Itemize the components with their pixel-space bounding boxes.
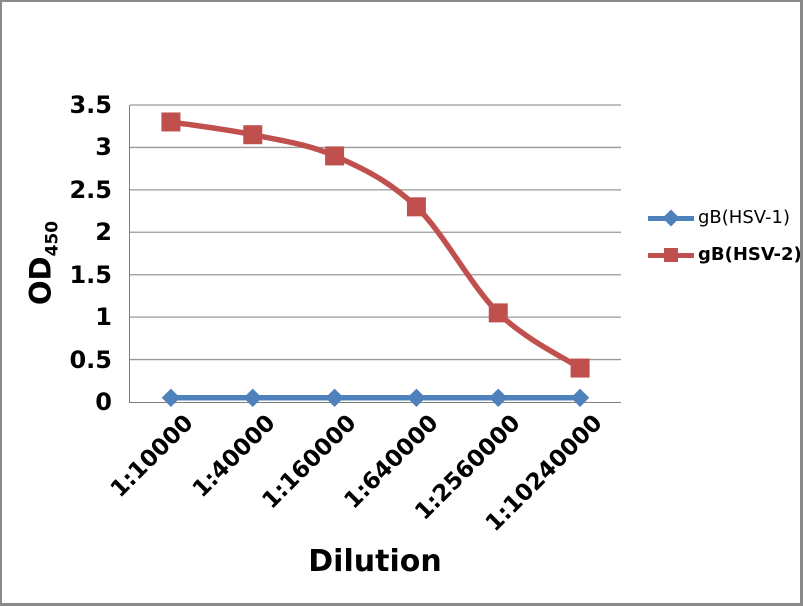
y-tick-label: 2.5 [69, 175, 112, 204]
series-0-point-1 [243, 388, 262, 407]
diamond-icon [662, 209, 680, 226]
series-1-line [168, 119, 583, 371]
y-tick-label: 3 [95, 133, 112, 162]
x-tick-label: 1:10000 [105, 410, 199, 503]
legend-entry: gB(HSV-2) [648, 236, 802, 273]
legend-label: gB(HSV-1) [698, 207, 790, 228]
series-0-point-2 [325, 388, 344, 407]
series-1-point-2 [325, 146, 345, 166]
series-0-point-4 [489, 388, 508, 407]
x-axis-title: Dilution [308, 544, 442, 579]
y-tick-label: 1.5 [69, 260, 112, 289]
y-tick-label: 0 [95, 388, 112, 416]
series-1-point-0 [161, 112, 181, 132]
legend-entry: gB(HSV-1) [648, 199, 800, 236]
legend-square-marker-icon [648, 245, 694, 265]
y-tick-label: 1 [95, 303, 112, 332]
plot-area [129, 104, 621, 407]
series-0-point-5 [570, 388, 590, 407]
legend-label: gB(HSV-2) [698, 244, 802, 265]
series-1-point-3 [406, 197, 426, 217]
chart-canvas [130, 104, 621, 407]
legend: gB(HSV-1) gB(HSV-2) [648, 199, 802, 273]
y-tick-label: 3.5 [69, 91, 112, 119]
series-1-point-1 [243, 125, 263, 145]
legend-diamond-marker-icon [648, 208, 694, 228]
series-1-point-5 [570, 358, 590, 378]
series-1-point-4 [488, 303, 508, 323]
square-icon [664, 247, 678, 262]
series-0-point-3 [407, 388, 426, 407]
y-tick-label: 0.5 [69, 345, 112, 374]
series-0-point-0 [161, 388, 181, 407]
y-tick-label: 2 [95, 218, 112, 247]
